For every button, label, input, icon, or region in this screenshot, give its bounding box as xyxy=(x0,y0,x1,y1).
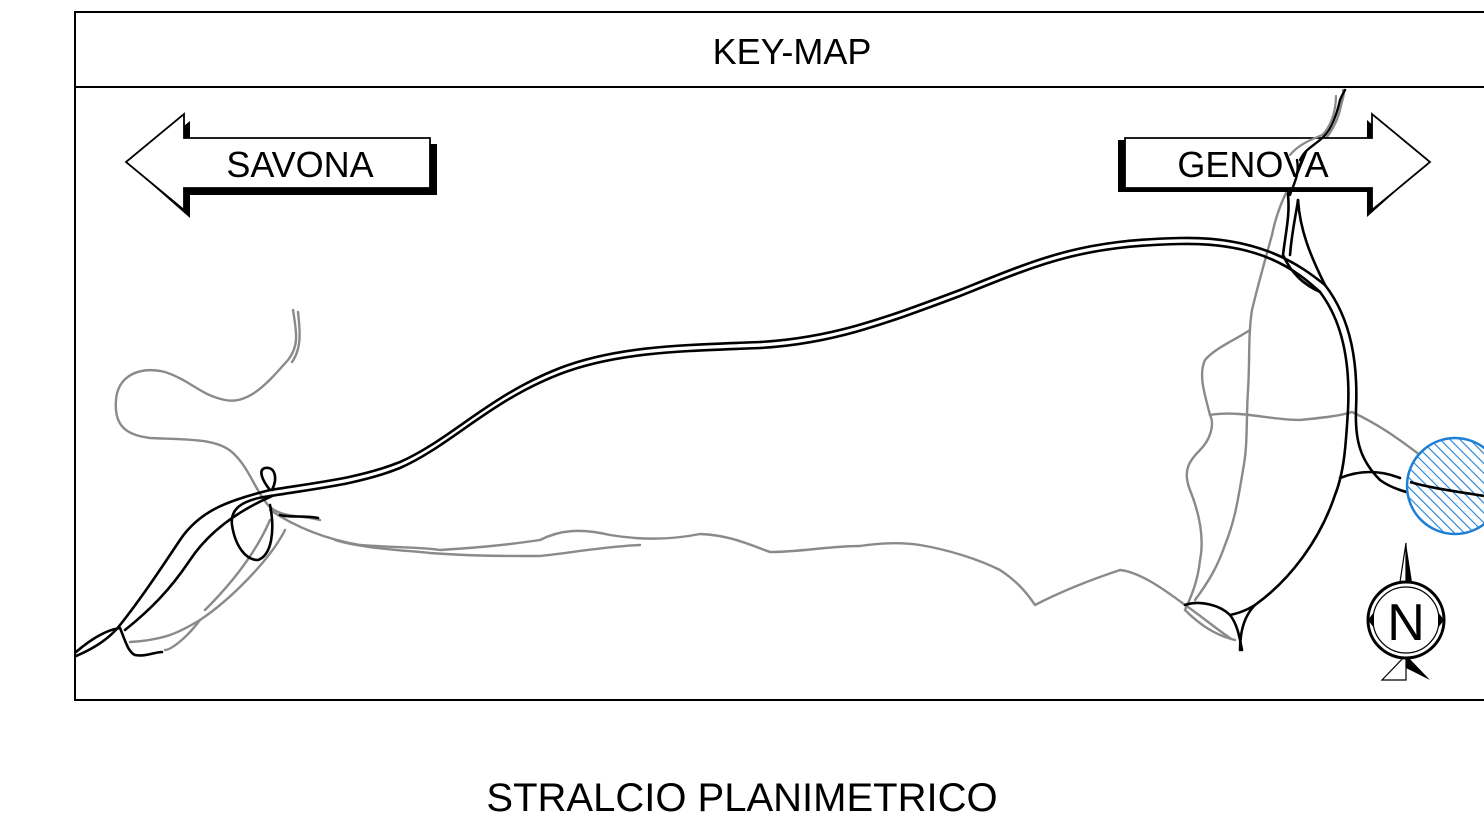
map-frame xyxy=(74,11,1484,701)
direction-label-genova: GENOVA xyxy=(1177,144,1328,185)
main-roads xyxy=(76,158,1484,658)
compass-north-icon: N xyxy=(1366,542,1446,681)
direction-label-savona: SAVONA xyxy=(226,144,373,185)
north-label: N xyxy=(1387,594,1425,652)
map-caption: STRALCIO PLANIMETRICO xyxy=(486,776,998,820)
direction-sign-genova: GENOVA xyxy=(1118,112,1432,217)
map-title: KEY-MAP xyxy=(713,31,872,72)
project-area-highlight xyxy=(1405,436,1484,536)
direction-sign-savona: SAVONA xyxy=(124,112,437,218)
